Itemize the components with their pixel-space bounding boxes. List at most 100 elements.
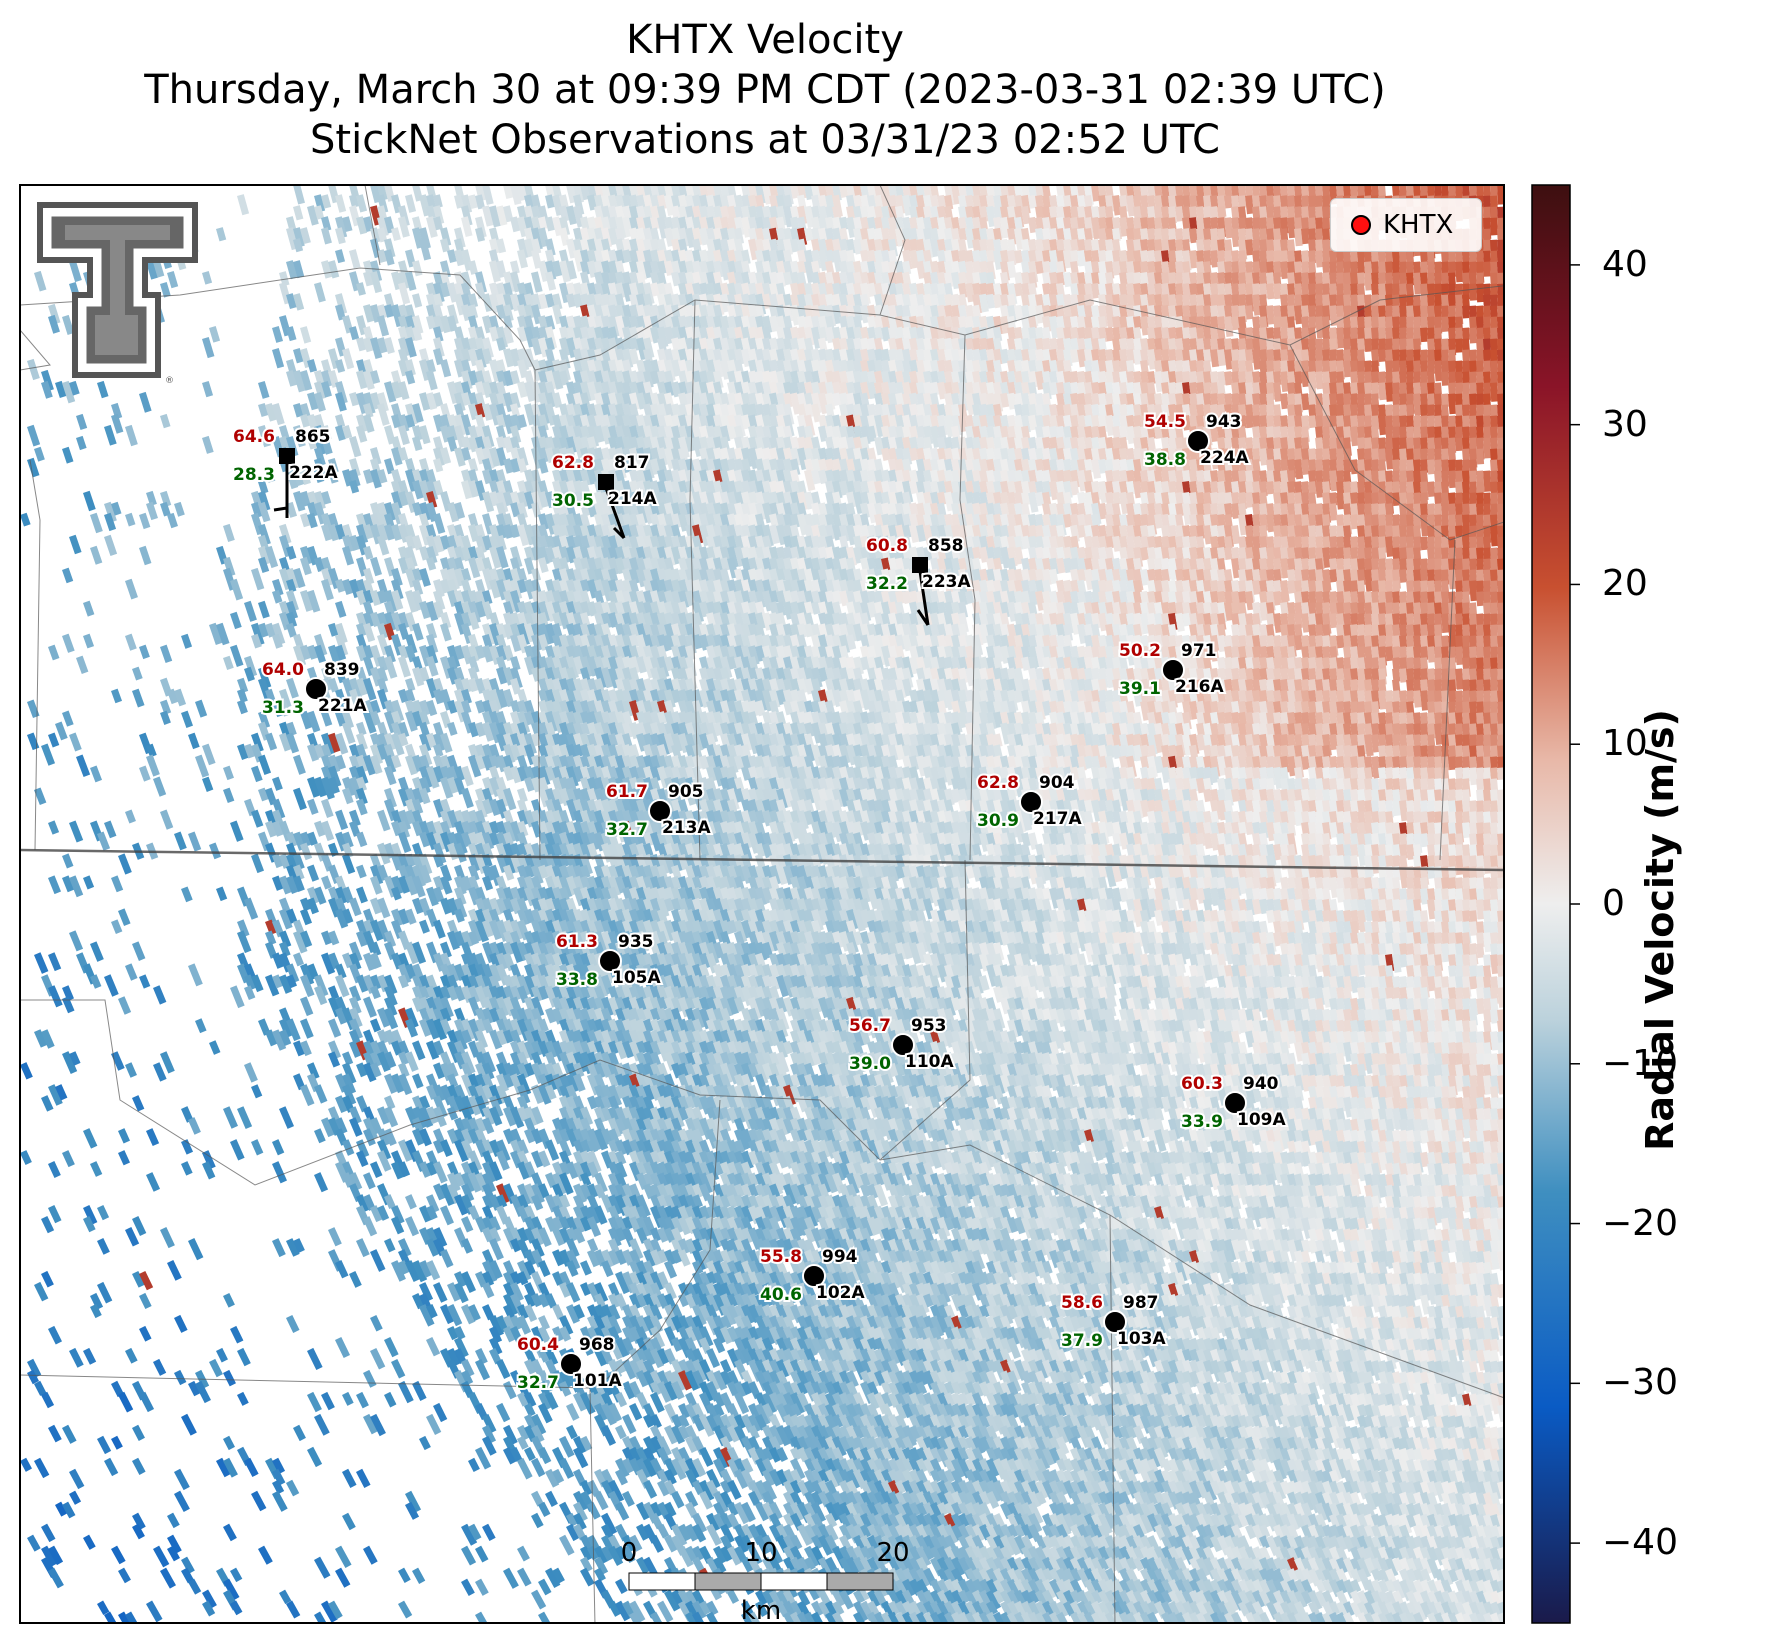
legend: KHTX: [1330, 198, 1482, 252]
wind-barb-icon: [273, 462, 289, 518]
station-id-214A: 214A: [608, 489, 657, 509]
station-circle-marker-icon: [304, 677, 328, 701]
station-circle-marker-icon: [1223, 1091, 1247, 1115]
station-circle-marker-icon: [1019, 790, 1043, 814]
station-temperature-216A: 50.2: [1119, 641, 1161, 661]
station-square-marker-icon: [598, 474, 614, 490]
scalebar-unit: km: [740, 1596, 782, 1626]
station-dewpoint-102A: 40.6: [760, 1285, 802, 1305]
station-temperature-213A: 61.7: [606, 782, 648, 802]
state-boundary: [19, 848, 1505, 872]
texas-tech-logo-icon: ®: [37, 202, 198, 386]
map-frame: [19, 184, 1505, 1624]
station-pressure-222A: 865: [295, 427, 331, 447]
station-pressure-221A: 839: [324, 660, 360, 680]
station-id-213A: 213A: [662, 818, 711, 838]
station-pressure-213A: 905: [668, 782, 704, 802]
station-temperature-105A: 61.3: [556, 932, 598, 952]
station-temperature-223A: 60.8: [866, 536, 908, 556]
station-id-216A: 216A: [1175, 677, 1224, 697]
station-temperature-110A: 56.7: [849, 1016, 891, 1036]
station-square-marker-icon: [912, 557, 928, 573]
station-id-110A: 110A: [905, 1052, 954, 1072]
scalebar-tick-10: 10: [744, 1538, 778, 1568]
colorbar-tick-label: −20: [1602, 1202, 1678, 1244]
radar-velocity-field: [20, 185, 1504, 1623]
scale-bar: [628, 1572, 894, 1591]
colorbar-tick-label: 20: [1602, 563, 1648, 605]
station-dewpoint-224A: 38.8: [1144, 450, 1186, 470]
station-dewpoint-223A: 32.2: [866, 574, 908, 594]
station-id-105A: 105A: [612, 968, 661, 988]
station-dewpoint-105A: 33.8: [556, 970, 598, 990]
station-id-221A: 221A: [318, 696, 367, 716]
station-circle-marker-icon: [1186, 429, 1210, 453]
station-temperature-101A: 60.4: [517, 1335, 559, 1355]
station-dewpoint-214A: 30.5: [552, 491, 594, 511]
wind-barb-icon: [916, 570, 930, 626]
station-pressure-109A: 940: [1243, 1074, 1279, 1094]
station-circle-marker-icon: [802, 1264, 826, 1288]
station-temperature-214A: 62.8: [552, 453, 594, 473]
station-temperature-221A: 64.0: [262, 660, 304, 680]
station-temperature-224A: 54.5: [1144, 412, 1186, 432]
station-pressure-217A: 904: [1039, 773, 1075, 793]
colorbar-tick-label: 40: [1602, 243, 1648, 285]
colorbar: [1531, 184, 1571, 1624]
station-dewpoint-110A: 39.0: [849, 1054, 891, 1074]
title-line-3: StickNet Observations at 03/31/23 02:52 …: [310, 117, 1220, 163]
station-pressure-216A: 971: [1181, 641, 1217, 661]
station-temperature-109A: 60.3: [1181, 1074, 1223, 1094]
colorbar-tick-label: 0: [1602, 883, 1625, 924]
station-id-223A: 223A: [922, 572, 971, 592]
station-id-103A: 103A: [1117, 1329, 1166, 1349]
station-id-224A: 224A: [1200, 448, 1249, 468]
sticknet-stations: 64.6 865 28.3 222A 62.8 817 30.5 214A 60.8 858 32.…: [231, 410, 1288, 1395]
station-circle-marker-icon: [598, 949, 622, 973]
station-circle-marker-icon: [891, 1033, 915, 1057]
colorbar-tick-label: −30: [1602, 1362, 1678, 1404]
title-line-2: Thursday, March 30 at 09:39 PM CDT (2023…: [144, 67, 1386, 113]
colorbar-tick-label: −40: [1602, 1522, 1678, 1564]
colorbar-label: Radial Velocity (m/s): [1638, 709, 1682, 1151]
station-dewpoint-217A: 30.9: [977, 811, 1019, 831]
station-id-217A: 217A: [1033, 809, 1082, 829]
station-pressure-102A: 994: [822, 1247, 858, 1267]
station-pressure-105A: 935: [618, 932, 654, 952]
scalebar-tick-0: 0: [620, 1538, 638, 1568]
county-boundaries: [20, 185, 1504, 1623]
station-pressure-101A: 968: [579, 1335, 615, 1355]
title-line-1: KHTX Velocity: [626, 17, 904, 63]
wind-barb-icon: [604, 487, 626, 540]
station-pressure-103A: 987: [1123, 1293, 1159, 1313]
station-circle-marker-icon: [1103, 1310, 1127, 1334]
station-temperature-222A: 64.6: [233, 427, 275, 447]
colorbar-tick-label: 10: [1602, 723, 1648, 765]
radar-site-marker-icon: [1351, 215, 1371, 235]
station-dewpoint-216A: 39.1: [1119, 679, 1161, 699]
legend-label: KHTX: [1383, 210, 1454, 240]
scalebar-tick-20: 20: [876, 1538, 910, 1568]
station-temperature-102A: 55.8: [760, 1247, 802, 1267]
station-pressure-223A: 858: [928, 536, 964, 556]
station-dewpoint-101A: 32.7: [517, 1373, 559, 1393]
station-dewpoint-109A: 33.9: [1181, 1112, 1223, 1132]
station-pressure-214A: 817: [614, 453, 650, 473]
station-id-109A: 109A: [1237, 1110, 1286, 1130]
colorbar-tick-label: 30: [1602, 403, 1648, 445]
station-circle-marker-icon: [1161, 658, 1185, 682]
colorbar-tick-label: −10: [1602, 1042, 1678, 1084]
station-id-222A: 222A: [289, 463, 338, 483]
station-id-102A: 102A: [816, 1283, 865, 1303]
colorbar-tick-marks: [1570, 264, 1580, 1544]
station-pressure-110A: 953: [911, 1016, 947, 1036]
station-circle-marker-icon: [559, 1352, 583, 1376]
station-circle-marker-icon: [648, 799, 672, 823]
station-temperature-217A: 62.8: [977, 773, 1019, 793]
station-square-marker-icon: [279, 448, 295, 464]
station-id-101A: 101A: [573, 1371, 622, 1391]
station-temperature-103A: 58.6: [1061, 1293, 1103, 1313]
station-pressure-224A: 943: [1206, 412, 1242, 432]
station-dewpoint-222A: 28.3: [233, 465, 275, 485]
